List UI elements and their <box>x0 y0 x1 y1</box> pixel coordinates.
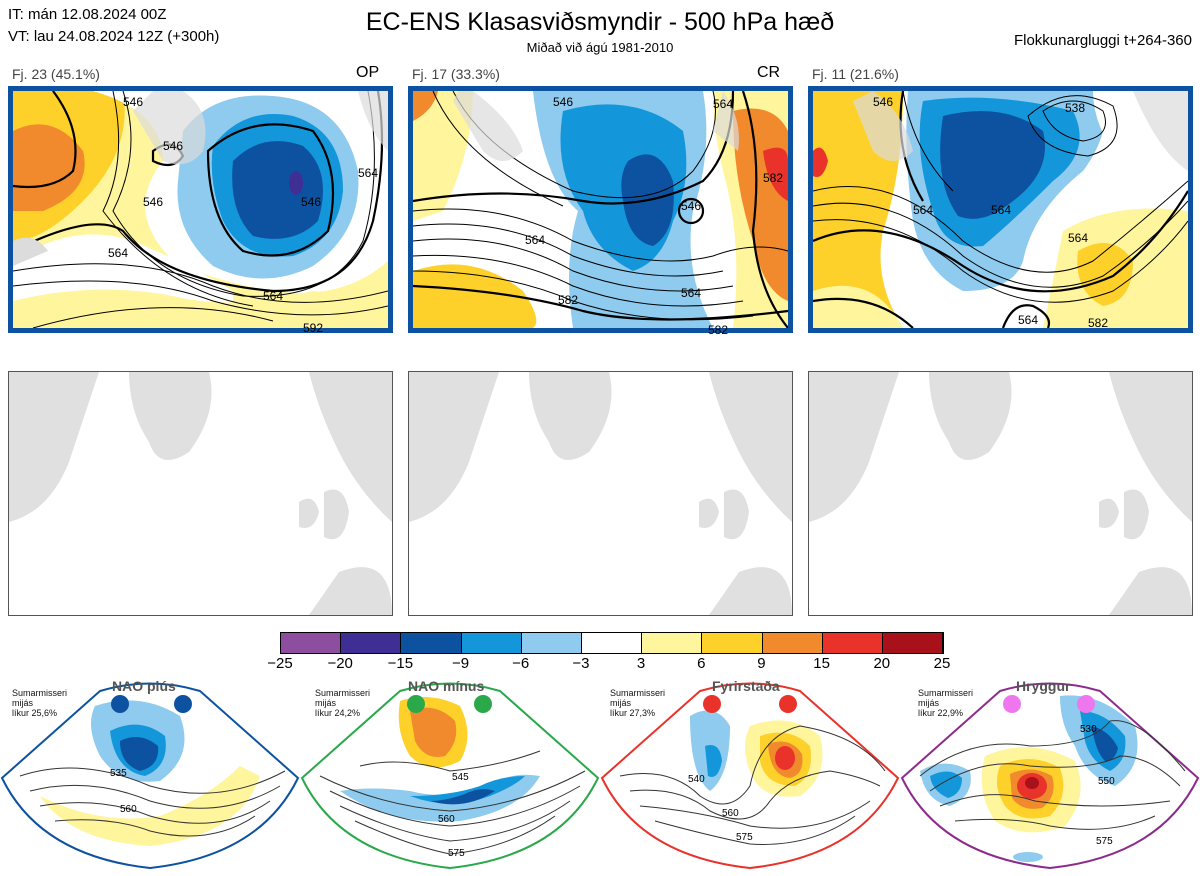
colorbar-tick-label: −9 <box>451 655 470 672</box>
colorbar-tick-label: −3 <box>572 655 590 672</box>
cluster-2-contour-label: 582 <box>708 323 729 337</box>
cluster-1-contour-label: 546 <box>123 95 144 109</box>
colorbar-swatch <box>521 633 582 653</box>
cluster-1-contour-label: 564 <box>108 246 129 260</box>
regime-blocking: Fyrirstaða Sumarmisseri mijás líkur 27,3… <box>600 676 902 871</box>
colorbar-swatch <box>341 633 402 653</box>
regime-ridge-map <box>900 682 1200 870</box>
regime-contour-label: 575 <box>448 848 465 859</box>
cluster-3-contour-label: 564 <box>1018 313 1039 327</box>
regime-contour-label: 560 <box>120 804 137 815</box>
cluster-3-contour-label: 582 <box>1088 316 1109 330</box>
colorbar-ticks: −25 −20 −15 −9 −6 −3 3 6 9 15 20 25 <box>267 655 950 673</box>
cluster-3-contour-label: 564 <box>913 203 934 217</box>
cluster-1-contour-label: 546 <box>301 195 322 209</box>
colorbar-tick-label: 15 <box>813 655 830 672</box>
cluster-1-contour-label: 592 <box>303 321 324 335</box>
regime-contour-label: 545 <box>452 772 469 783</box>
regime-note: Sumarmisseri mijás líkur 27,3% <box>610 688 666 718</box>
colorbar-swatch <box>762 633 823 653</box>
header-info: IT: mán 12.08.2024 00Z VT: lau 24.08.202… <box>8 4 219 48</box>
cluster-2-contour-label: 564 <box>713 97 734 111</box>
colorbar-tick-label: 9 <box>757 655 766 672</box>
page-subtitle: Miðað við ágú 1981-2010 <box>526 40 674 55</box>
colorbar-tick-label: −25 <box>267 655 293 672</box>
cluster-1-field <box>12 90 389 329</box>
regime-contour-label: 550 <box>1098 776 1115 787</box>
regime-contour-label: 575 <box>1096 836 1113 847</box>
regime-note: Sumarmisseri mijás líkur 24,2% <box>315 688 371 718</box>
cluster-2-contour-label: 564 <box>525 233 546 247</box>
cluster-2-field <box>412 90 789 329</box>
colorbar-swatch <box>281 633 342 653</box>
cluster-3-contour-label: 564 <box>991 203 1012 217</box>
regime-nao-plus-map <box>0 682 300 870</box>
cluster-3-label: Fj. 11 (21.6%) <box>812 66 899 82</box>
cluster-3-contour-label: 538 <box>1065 101 1086 115</box>
regime-nao-minus: NAO mínus Sumarmisseri mijás líkur 24,2%… <box>300 676 602 871</box>
regime-title: NAO mínus <box>408 678 485 694</box>
regime-contour-label: 540 <box>688 774 705 785</box>
colorbar <box>280 632 944 654</box>
regime-blocking-map <box>600 682 900 870</box>
land-mask <box>809 372 1192 615</box>
cluster-2-contour-label: 546 <box>681 199 702 213</box>
cluster-2-contour-label: 564 <box>681 286 702 300</box>
colorbar-tick-label: 3 <box>636 655 646 672</box>
colorbar-tick-label: −15 <box>387 655 414 672</box>
colorbar-tick-label: 20 <box>873 655 891 672</box>
cluster-2-tag: CR <box>757 64 781 81</box>
cluster-2-contour-label: 582 <box>763 171 784 185</box>
cluster-2-label: Fj. 17 (33.3%) <box>412 66 500 82</box>
empty-map-3 <box>808 371 1193 616</box>
regime-contour-label: 535 <box>110 768 127 779</box>
cluster-1-contour-label: 546 <box>163 139 184 153</box>
cluster-1-tag: OP <box>356 64 380 81</box>
cluster-2-contour-label: 582 <box>558 293 579 307</box>
cluster-1-contour-label: 564 <box>263 289 284 303</box>
colorbar-tick-label: 25 <box>933 655 951 672</box>
cluster-3-contour-label: 546 <box>873 95 894 109</box>
cluster-2-contour-label: 546 <box>553 95 574 109</box>
empty-map-1 <box>8 371 393 616</box>
regime-contour-label: 575 <box>736 832 753 843</box>
page-title: EC-ENS Klasasviðsmyndir - 500 hPa hæð <box>365 8 835 36</box>
regime-note: Sumarmisseri mijás líkur 25,6% <box>12 688 68 718</box>
regime-contour-label: 560 <box>438 814 455 825</box>
cluster-2-map: 546 546 564 564 582 582 564 582 <box>408 86 793 337</box>
cluster-3-map: 538 546 564 564 564 564 582 <box>808 86 1193 333</box>
valid-time: VT: lau 24.08.2024 12Z (+300h) <box>8 28 220 45</box>
colorbar-tick-label: −20 <box>327 655 353 672</box>
cluster-1-contour-label: 546 <box>143 195 164 209</box>
regime-contour-label: 530 <box>1080 724 1097 735</box>
regime-contour-label: 560 <box>722 808 739 819</box>
cluster-3-field <box>812 90 1189 329</box>
colorbar-swatch <box>461 633 522 653</box>
regime-note: Sumarmisseri mijás líkur 22,9% <box>918 688 974 718</box>
colorbar-swatch <box>642 633 703 653</box>
colorbar-swatch <box>581 633 643 653</box>
cluster-1-map: 546 546 546 564 564 564 546 592 <box>8 86 393 335</box>
colorbar-swatch <box>882 633 944 653</box>
colorbar-swatch <box>401 633 462 653</box>
cluster-1-contour-label: 564 <box>358 166 379 180</box>
empty-map-2 <box>408 371 793 616</box>
regime-ridge: Hryggur Sumarmisseri mijás líkur 22,9% 5… <box>900 676 1200 871</box>
colorbar-swatch <box>702 633 763 653</box>
classification-window: Flokkunargluggi t+264-360 <box>1013 32 1192 49</box>
colorbar-swatch <box>822 633 883 653</box>
land-mask <box>409 372 792 615</box>
regime-nao-plus: NAO plús Sumarmisseri mijás líkur 25,6% … <box>0 676 302 871</box>
cluster-3-contour-label: 564 <box>1068 231 1089 245</box>
regime-title: NAO plús <box>112 678 176 694</box>
regime-nao-minus-map <box>300 682 600 870</box>
land-mask <box>9 372 392 615</box>
regime-title: Hryggur <box>1016 678 1071 694</box>
colorbar-tick-label: 6 <box>697 655 706 672</box>
initial-time: IT: mán 12.08.2024 00Z <box>8 6 167 23</box>
regime-title: Fyrirstaða <box>712 678 780 694</box>
colorbar-tick-label: −6 <box>512 655 530 672</box>
cluster-1-label: Fj. 23 (45.1%) <box>12 66 100 82</box>
